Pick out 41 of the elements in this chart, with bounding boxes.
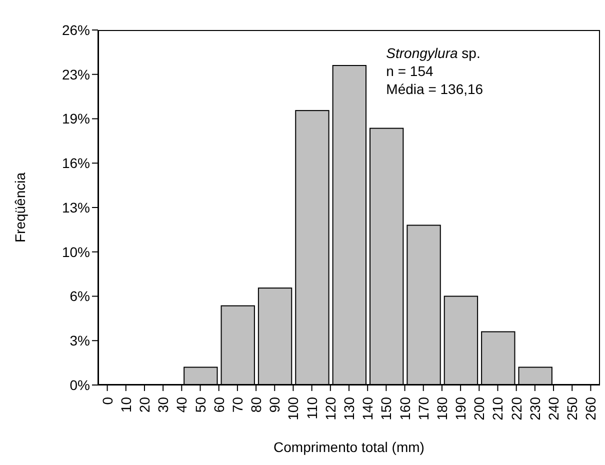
y-axis-title: Freqüência xyxy=(12,172,28,243)
x-tick-label: 20 xyxy=(136,396,152,413)
y-tick-label: 10% xyxy=(62,244,90,260)
x-tick-label: 190 xyxy=(452,396,469,420)
x-tick-label: 170 xyxy=(415,396,432,420)
x-tick-label: 240 xyxy=(546,396,562,420)
x-tick-label: 50 xyxy=(192,396,208,413)
x-tick-label: 210 xyxy=(490,396,506,420)
x-tick-label: 60 xyxy=(210,396,227,413)
x-tick-label: 220 xyxy=(508,396,524,420)
x-tick-label: 70 xyxy=(229,396,246,413)
x-tick-label: 30 xyxy=(155,396,172,413)
x-tick-label: 200 xyxy=(471,396,488,420)
y-tick-label: 3% xyxy=(70,332,90,349)
x-tick-label: 40 xyxy=(174,396,190,413)
x-tick-label: 0 xyxy=(99,396,116,405)
x-tick-label: 180 xyxy=(434,396,450,420)
annotation: n = 154 xyxy=(386,62,434,80)
y-tick-label: 6% xyxy=(70,288,90,304)
x-tick-label: 250 xyxy=(564,396,580,420)
x-tick-label: 80 xyxy=(248,396,264,413)
x-tick-label: 260 xyxy=(582,396,599,420)
x-tick-label: 120 xyxy=(322,396,338,420)
x-tick-label: 140 xyxy=(360,396,376,420)
x-tick-label: 150 xyxy=(378,396,394,420)
annotation: Strongylura sp. xyxy=(386,44,482,62)
x-tick-label: 160 xyxy=(396,396,413,420)
x-tick-label: 90 xyxy=(266,396,283,413)
x-tick-label: 100 xyxy=(285,396,302,420)
x-axis-title: Comprimento total (mm) xyxy=(274,439,424,455)
y-tick-label: 23% xyxy=(62,66,90,82)
x-tick-label: 110 xyxy=(304,396,320,420)
y-tick-label: 0% xyxy=(70,376,90,393)
y-tick-label: 13% xyxy=(62,199,90,216)
y-tick-label: 19% xyxy=(62,110,90,127)
y-tick-label: 26% xyxy=(62,22,90,38)
annotation: Média = 136,16 xyxy=(386,80,484,98)
x-tick-label: 10 xyxy=(118,396,134,413)
x-tick-label: 130 xyxy=(341,396,357,420)
y-tick-label: 16% xyxy=(62,155,90,172)
x-tick-label: 230 xyxy=(526,396,543,420)
